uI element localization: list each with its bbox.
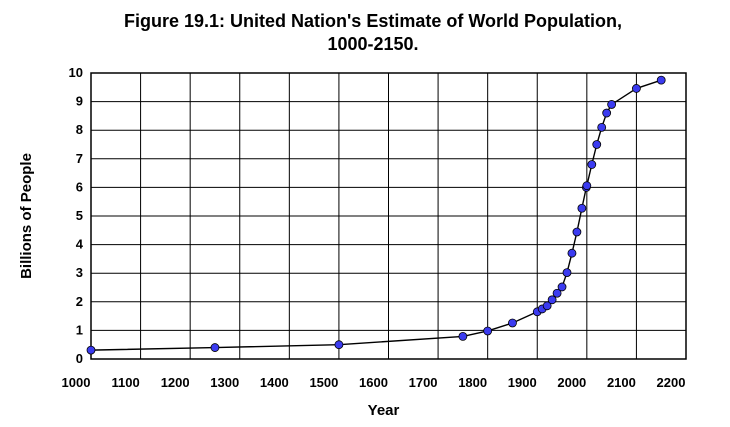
chart-title-line-1: Figure 19.1: United Nation's Estimate of… [124,11,622,31]
data-point [656,75,666,85]
x-tick-label: 1300 [210,375,239,390]
x-tick-label: 1400 [260,375,289,390]
chart-title-line-2: 1000-2150. [327,34,419,54]
grid [91,73,686,359]
x-tick-label: 1700 [409,375,438,390]
data-point [562,268,572,278]
data-point [607,100,617,109]
data-point [552,288,562,298]
y-tick-labels: 0 1 2 3 4 5 6 7 8 9 10 [69,65,84,366]
x-tick-label: 1600 [359,375,388,390]
data-point [508,318,517,328]
x-tick-label: 1800 [458,375,487,390]
data-point [542,301,552,311]
x-axis-label: Year [368,402,400,419]
data-point [86,345,96,355]
data-point [577,203,587,213]
y-tick-label: 0 [76,351,83,366]
x-tick-label: 2100 [607,375,636,390]
x-tick-label: 1500 [309,375,338,390]
y-tick-label: 10 [69,65,83,80]
population-markers [86,75,666,355]
data-point [210,343,220,352]
y-tick-label: 5 [76,208,83,223]
data-point [602,108,612,118]
y-axis-label: Billions of People [18,153,35,279]
data-point [557,282,567,292]
y-tick-label: 6 [76,179,83,194]
y-tick-label: 7 [76,151,83,166]
x-tick-label: 1000 [62,375,91,390]
y-tick-label: 3 [76,265,83,280]
x-tick-label: 1900 [508,375,537,390]
data-point [582,181,592,191]
data-point [483,326,493,336]
x-tick-label: 2000 [557,375,586,390]
x-tick-label: 2200 [657,375,686,390]
x-tick-labels: 1000 1100 1200 1300 1400 1500 1600 1700 1800 1900… [62,375,686,390]
y-tick-label: 8 [76,122,83,137]
data-point [597,122,607,132]
y-tick-label: 9 [76,94,83,109]
y-tick-label: 2 [76,294,83,309]
data-point [334,340,344,350]
plot-frame [90,72,687,360]
data-point [547,295,557,305]
data-point [572,227,582,237]
x-tick-label: 1200 [161,375,190,390]
x-tick-label: 1100 [111,375,139,390]
data-point [567,248,577,258]
population-line [90,79,662,351]
y-tick-label: 1 [76,322,83,337]
data-point [587,160,597,169]
data-point [592,140,602,149]
y-tick-label: 4 [76,237,84,252]
chart-title: Figure 19.1: United Nation's Estimate of… [0,10,730,56]
data-point [458,332,468,341]
data-point [632,84,641,93]
